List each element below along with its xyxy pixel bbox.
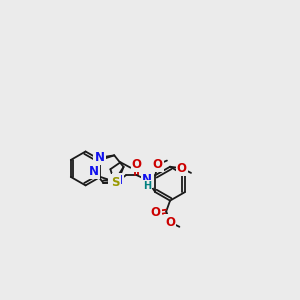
Text: H: H [143,181,152,191]
Text: S: S [112,176,120,189]
Text: O: O [165,216,175,229]
Text: N: N [142,173,152,186]
Text: N: N [89,165,99,178]
Text: N: N [113,174,123,187]
Text: N: N [94,151,104,164]
Text: N: N [109,175,119,188]
Text: O: O [153,158,163,171]
Text: O: O [177,162,187,175]
Text: O: O [132,158,142,171]
Text: O: O [150,206,161,219]
